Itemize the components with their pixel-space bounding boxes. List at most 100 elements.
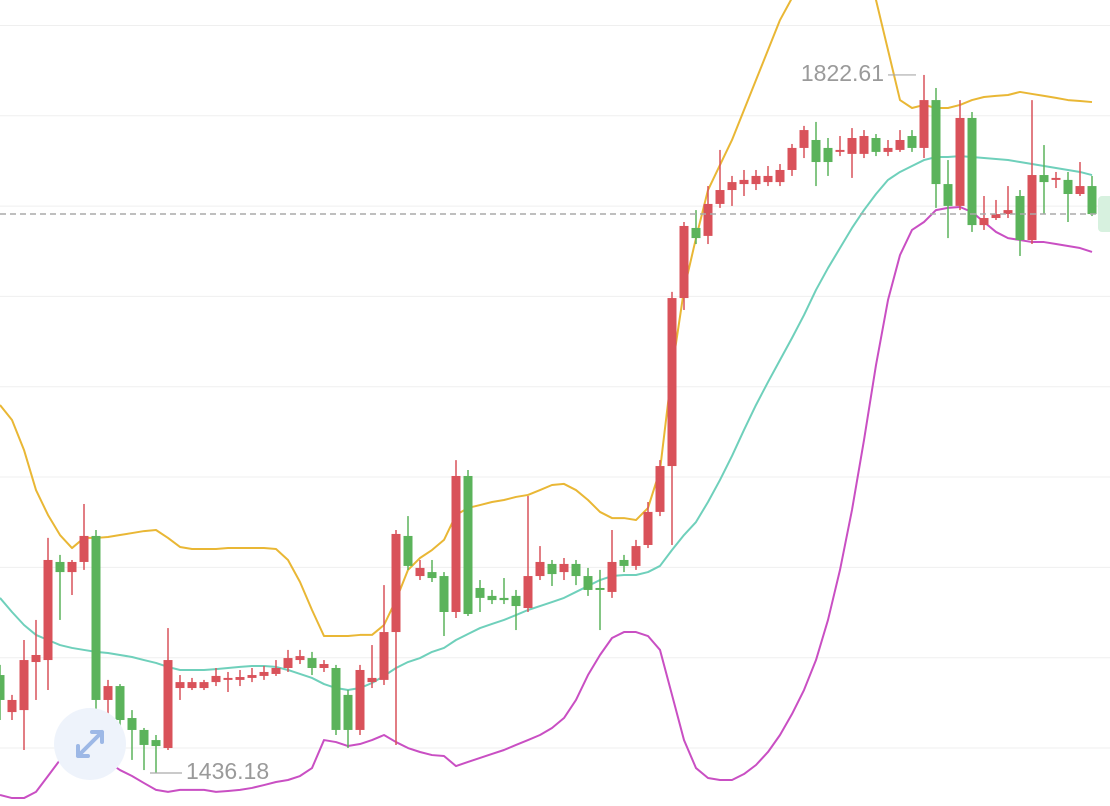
candle-body bbox=[1063, 179, 1073, 195]
candles bbox=[0, 74, 1110, 773]
candle-body bbox=[331, 667, 341, 730]
band-line bbox=[0, 206, 1093, 800]
candle-body bbox=[931, 100, 941, 185]
candle-body bbox=[319, 664, 329, 668]
candle-body bbox=[799, 130, 809, 148]
candle-body bbox=[847, 138, 857, 154]
price-labels: 1822.61 1436.18 bbox=[150, 60, 916, 784]
candle-body bbox=[883, 147, 893, 152]
candle-body bbox=[199, 682, 209, 689]
candle-body bbox=[595, 587, 605, 590]
candle-body bbox=[1087, 186, 1097, 215]
candle-body bbox=[175, 682, 185, 689]
candle-body bbox=[895, 139, 905, 150]
candle-body bbox=[943, 184, 953, 206]
candle-body bbox=[7, 699, 17, 713]
candle-body bbox=[223, 677, 233, 680]
candle-body bbox=[523, 576, 533, 609]
zoom-icon[interactable] bbox=[76, 730, 104, 758]
candle-body bbox=[703, 203, 713, 236]
candle-body bbox=[511, 595, 521, 607]
low-price-label: 1436.18 bbox=[186, 758, 269, 784]
band-line bbox=[0, 155, 1093, 692]
candle-body bbox=[259, 671, 269, 676]
candle-body bbox=[751, 175, 761, 185]
candle-body bbox=[631, 546, 641, 566]
candle-body bbox=[295, 656, 305, 661]
candle-body bbox=[463, 475, 473, 614]
candle-body bbox=[559, 563, 569, 573]
candle-body bbox=[271, 667, 281, 674]
candle-body bbox=[1015, 195, 1025, 241]
candle-body bbox=[307, 658, 317, 668]
candle-body bbox=[187, 682, 197, 689]
candle-body bbox=[235, 677, 245, 680]
candle-body bbox=[727, 182, 737, 191]
candle-body bbox=[0, 675, 5, 700]
candle-body bbox=[787, 147, 797, 170]
candle-body bbox=[475, 587, 485, 598]
candle-body bbox=[67, 561, 77, 573]
candle-body bbox=[1051, 177, 1061, 180]
candle-body bbox=[655, 466, 665, 512]
band-line bbox=[0, 0, 1093, 638]
candle-body bbox=[823, 147, 833, 163]
candle-body bbox=[115, 686, 125, 721]
candle-body bbox=[451, 475, 461, 612]
zoom-button[interactable] bbox=[54, 708, 126, 780]
grid bbox=[0, 24, 1110, 749]
candle-body bbox=[859, 136, 869, 154]
candle-body bbox=[79, 535, 89, 562]
bollinger-bands bbox=[0, 0, 1093, 800]
candle-body bbox=[127, 718, 137, 730]
candle-body bbox=[1075, 186, 1085, 195]
candle-body bbox=[619, 559, 629, 566]
candle-body bbox=[391, 533, 401, 633]
candle-body bbox=[283, 658, 293, 668]
candle-body bbox=[43, 559, 53, 661]
candle-body bbox=[403, 535, 413, 566]
candle-body bbox=[91, 535, 101, 700]
candle-body bbox=[163, 660, 173, 749]
candle-body bbox=[919, 100, 929, 148]
candle-body bbox=[547, 563, 557, 575]
candle-body bbox=[739, 179, 749, 185]
candle-body bbox=[343, 694, 353, 730]
candle-body bbox=[1039, 175, 1049, 183]
candle-body bbox=[103, 686, 113, 700]
candle-body bbox=[19, 660, 29, 711]
candle-body bbox=[607, 561, 617, 592]
candle-body bbox=[55, 561, 65, 573]
candle-body bbox=[775, 169, 785, 183]
candle-body bbox=[1027, 175, 1037, 241]
candle-body bbox=[991, 214, 1001, 219]
candle-body bbox=[415, 567, 425, 577]
candle-body bbox=[691, 227, 701, 239]
candle-body bbox=[763, 175, 773, 183]
candle-body bbox=[367, 677, 377, 683]
candle-body bbox=[535, 561, 545, 577]
candle-body bbox=[499, 597, 509, 601]
candle-body bbox=[811, 139, 821, 163]
candle-body bbox=[355, 669, 365, 730]
candle-body bbox=[667, 298, 677, 467]
candle-body bbox=[427, 572, 437, 579]
candle-body bbox=[439, 576, 449, 612]
candle-body bbox=[487, 595, 497, 601]
candle-body bbox=[979, 218, 989, 226]
candle-body bbox=[679, 225, 689, 299]
candle-body bbox=[379, 632, 389, 680]
candle-body bbox=[955, 117, 965, 206]
candle-body bbox=[907, 136, 917, 148]
candle-body bbox=[31, 654, 41, 663]
candle-body bbox=[643, 511, 653, 545]
candle-body bbox=[835, 149, 845, 152]
candle-body bbox=[571, 563, 581, 577]
candle-body bbox=[247, 675, 257, 678]
candle-body bbox=[583, 576, 593, 590]
candle-body bbox=[211, 675, 221, 683]
candle-body bbox=[139, 729, 149, 745]
candle-body bbox=[151, 740, 161, 747]
